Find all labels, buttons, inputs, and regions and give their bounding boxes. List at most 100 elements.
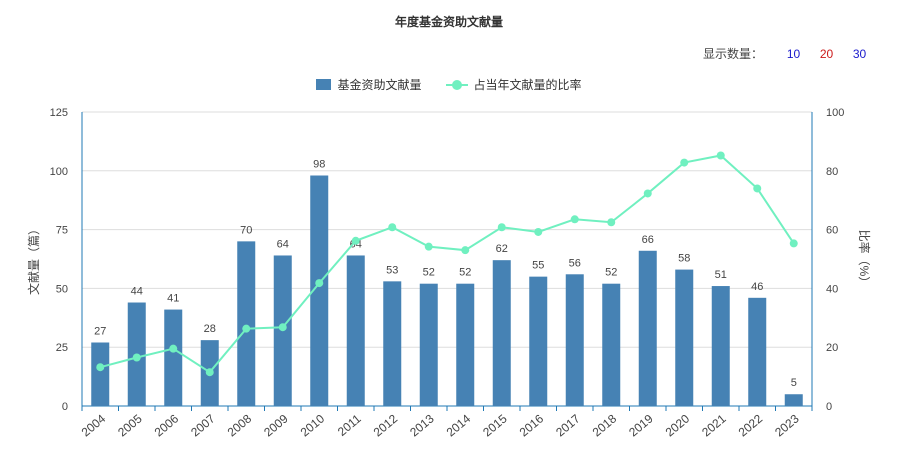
y-right-tick-label: 60 xyxy=(826,225,838,237)
ratio-point xyxy=(132,353,141,362)
y-right-tick-label: 100 xyxy=(826,107,844,119)
ratio-line xyxy=(99,154,795,374)
legend-item-bar-series[interactable]: 基金资助文献量 xyxy=(316,76,422,93)
ratio-point xyxy=(570,215,579,224)
ratio-point xyxy=(351,236,360,245)
ratio-point xyxy=(534,227,543,236)
x-tick-label: 2021 xyxy=(699,411,729,439)
x-tick-label: 2020 xyxy=(663,411,693,439)
display-count-label: 显示数量： xyxy=(702,47,763,61)
y-left-tick-label: 75 xyxy=(56,225,68,237)
ratio-point xyxy=(607,218,616,227)
bar-value-label: 27 xyxy=(94,325,106,337)
x-tick-label: 2016 xyxy=(517,411,547,439)
bar-value-label: 5 xyxy=(791,377,797,389)
x-tick-label: 2015 xyxy=(480,411,510,439)
legend-line-swatch xyxy=(445,79,468,90)
x-tick-label: 2012 xyxy=(371,411,401,439)
y-left-axis-title: 文献量（篇） xyxy=(26,223,41,295)
ratio-point xyxy=(497,223,506,232)
y-right-tick-label: 20 xyxy=(826,342,838,354)
chart-title: 年度基金资助文献量 xyxy=(394,15,503,29)
x-tick-label: 2011 xyxy=(335,411,364,439)
ratio-point xyxy=(643,189,652,198)
bar-value-label: 51 xyxy=(715,269,727,281)
bar xyxy=(456,283,475,406)
ratio-point xyxy=(169,344,178,353)
x-tick-label: 2018 xyxy=(590,411,620,439)
x-tick-label: 2010 xyxy=(298,411,328,439)
bar-value-label: 55 xyxy=(532,260,544,272)
y-left-tick-label: 25 xyxy=(56,342,68,354)
x-tick-label: 2006 xyxy=(152,411,182,439)
bar-value-label: 44 xyxy=(131,286,143,298)
bar xyxy=(164,309,183,406)
legend-line-label: 占当年文献量的比率 xyxy=(473,78,582,92)
bar xyxy=(346,255,365,406)
bar-value-label: 64 xyxy=(277,238,289,250)
y-left-tick-label: 100 xyxy=(50,166,68,178)
display-count-selector: 显示数量： 10 20 30 xyxy=(703,45,876,62)
ratio-point xyxy=(716,151,725,160)
bar xyxy=(237,241,256,406)
bar xyxy=(529,276,548,406)
bar-value-label: 41 xyxy=(167,293,179,305)
x-tick-label: 2008 xyxy=(225,411,255,439)
bar xyxy=(310,175,329,406)
x-tick-label: 2013 xyxy=(407,411,437,439)
bar xyxy=(91,342,110,406)
ratio-point xyxy=(753,184,762,193)
bar-value-label: 70 xyxy=(240,224,252,236)
ratio-point xyxy=(242,324,251,333)
bar xyxy=(492,260,511,406)
ratio-point xyxy=(461,246,470,255)
x-tick-label: 2017 xyxy=(553,411,583,439)
y-left-tick-label: 50 xyxy=(56,283,68,295)
y-right-axis-title: 比率（%） xyxy=(857,230,872,289)
bar-value-label: 52 xyxy=(605,267,617,279)
x-tick-label: 2023 xyxy=(772,411,802,439)
bar-value-label: 28 xyxy=(204,323,216,335)
chart-legend: 基金资助文献量 占当年文献量的比率 xyxy=(0,76,898,93)
ratio-point xyxy=(424,242,433,251)
bar xyxy=(383,281,402,406)
bar xyxy=(711,286,730,406)
bar xyxy=(638,250,657,406)
bar-value-label: 66 xyxy=(642,234,654,246)
display-count-option-30[interactable]: 30 xyxy=(852,46,867,61)
y-left-tick-label: 0 xyxy=(62,401,68,413)
bar-value-label: 46 xyxy=(751,281,763,293)
x-tick-label: 2022 xyxy=(736,411,766,439)
legend-bar-swatch xyxy=(316,79,332,90)
bar-value-label: 62 xyxy=(496,243,508,255)
y-left-tick-label: 125 xyxy=(50,107,68,119)
bar xyxy=(419,283,438,406)
bar-value-label: 52 xyxy=(423,267,435,279)
display-count-option-10[interactable]: 10 xyxy=(786,46,801,61)
ratio-point xyxy=(205,368,214,377)
x-tick-label: 2005 xyxy=(115,411,145,439)
ratio-point xyxy=(789,239,798,248)
x-tick-label: 2007 xyxy=(188,411,218,439)
x-tick-label: 2009 xyxy=(261,411,291,439)
bar-value-label: 52 xyxy=(459,267,471,279)
bar xyxy=(565,274,584,406)
x-tick-label: 2019 xyxy=(626,411,656,439)
bar xyxy=(784,394,803,406)
bar-value-label: 58 xyxy=(678,253,690,265)
bar-value-label: 98 xyxy=(313,159,325,171)
display-count-option-20[interactable]: 20 xyxy=(819,46,834,61)
ratio-point xyxy=(680,158,689,167)
y-right-tick-label: 80 xyxy=(826,166,838,178)
legend-item-line-series[interactable]: 占当年文献量的比率 xyxy=(445,76,582,93)
legend-bar-label: 基金资助文献量 xyxy=(337,78,422,92)
ratio-point xyxy=(278,323,287,332)
y-right-tick-label: 40 xyxy=(826,283,838,295)
ratio-point xyxy=(96,363,105,372)
bar xyxy=(748,297,767,406)
bar-value-label: 53 xyxy=(386,264,398,276)
x-tick-label: 2004 xyxy=(79,411,109,439)
x-tick-label: 2014 xyxy=(444,411,474,439)
bar xyxy=(602,283,621,406)
